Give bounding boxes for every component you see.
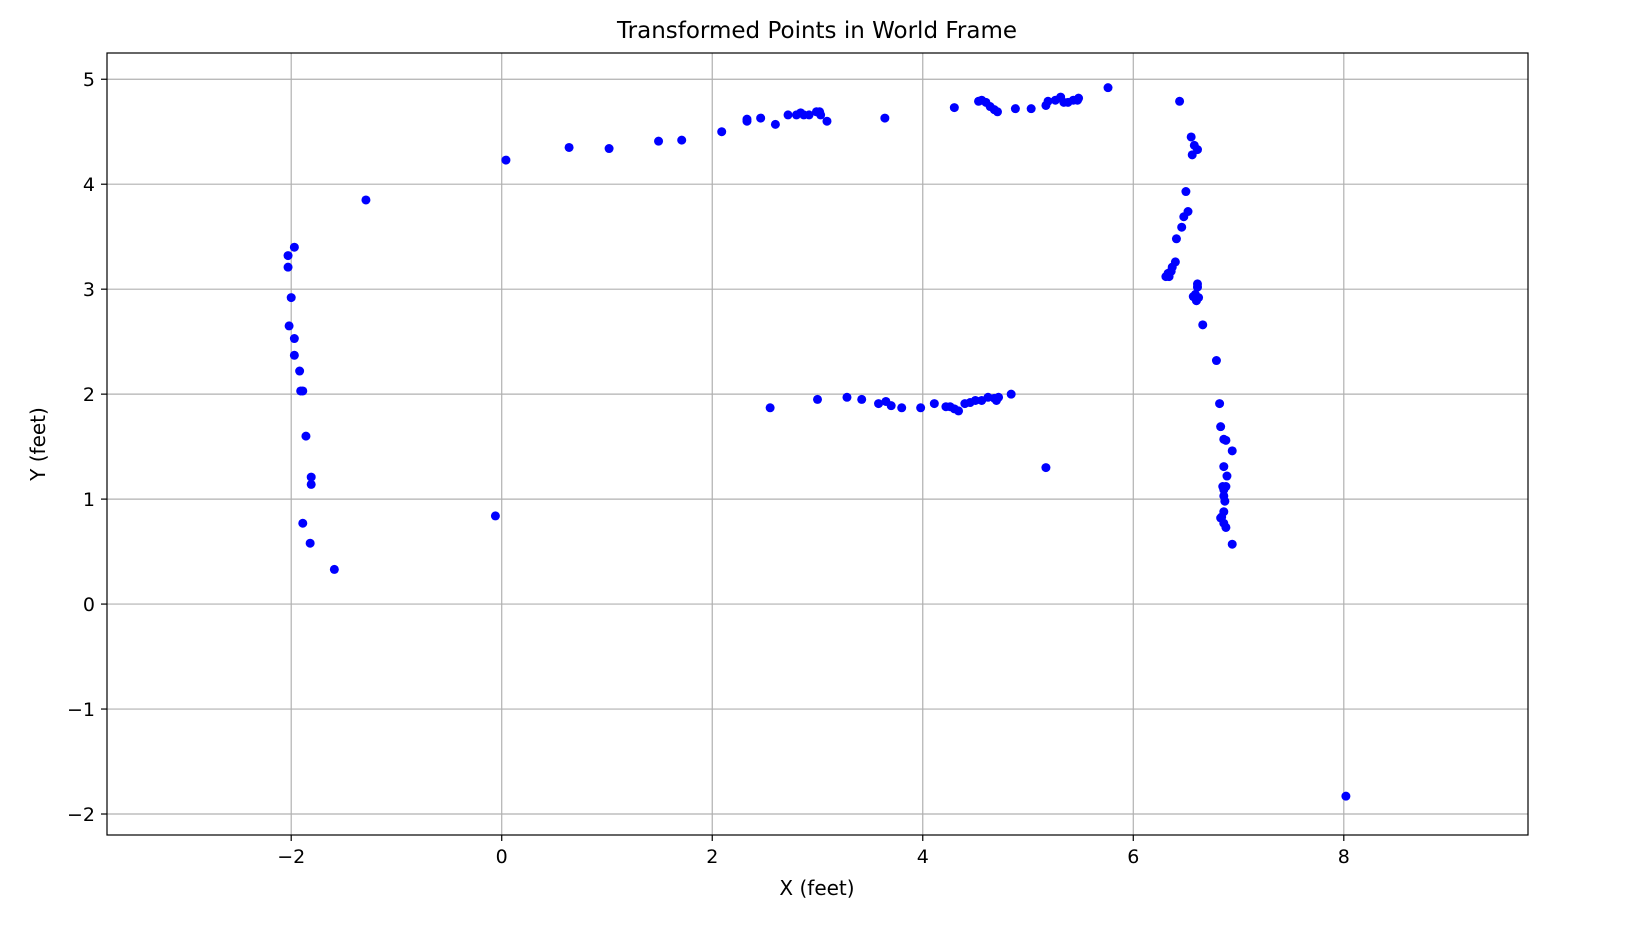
x-tick-label: −2 [277,846,305,868]
data-point [283,262,293,272]
data-point [994,392,1004,402]
data-point [880,113,890,123]
data-point [1041,463,1051,473]
data-point [783,110,793,120]
y-axis-label: Y (feet) [26,407,50,482]
data-point [301,431,311,441]
y-tick-label: 1 [83,489,95,511]
data-point [1187,150,1197,160]
x-tick-label: 2 [706,846,718,868]
data-point [306,479,316,489]
data-point [857,394,867,404]
data-point [1216,422,1226,432]
x-tick-label: 8 [1338,846,1350,868]
data-point [1181,187,1191,197]
data-point [1010,104,1020,114]
data-point [1215,399,1225,409]
data-point [756,113,766,123]
data-point [1227,446,1237,456]
data-point [1219,485,1229,495]
chart-title: Transformed Points in World Frame [616,18,1017,44]
data-point [289,350,299,360]
data-point [490,511,500,521]
data-points [283,83,1351,801]
data-point [286,293,296,303]
data-point [1103,83,1113,93]
data-point [677,135,687,145]
data-point [842,392,852,402]
data-point [949,103,959,113]
data-point [1191,296,1201,306]
data-point [298,518,308,528]
data-point [765,403,775,413]
data-point [295,366,305,376]
y-tick-label: −1 [67,699,95,721]
data-point [1043,96,1053,106]
data-point [1177,222,1187,232]
data-point [1171,234,1181,244]
y-tick-label: −2 [67,804,95,826]
data-point [813,394,822,404]
data-point [954,406,964,416]
data-point [1026,104,1036,114]
y-tick-label: 2 [83,384,95,406]
data-point [1341,791,1351,801]
data-point [1222,471,1232,481]
x-axis-label: X (feet) [779,876,854,900]
x-tick-label: 4 [917,846,929,868]
data-point [298,386,308,396]
data-point [284,321,294,331]
y-tick-label: 4 [83,174,95,196]
data-point [816,110,826,120]
data-point [1198,320,1208,330]
data-point [1220,496,1230,506]
data-point [289,334,299,344]
y-tick-label: 0 [83,594,95,616]
data-point [283,251,293,261]
data-point [1179,212,1189,222]
data-point [501,155,511,165]
data-point [992,107,1002,117]
data-point [289,242,299,252]
data-point [886,401,896,411]
data-point [804,110,814,120]
y-tick-label: 5 [83,69,95,91]
grid [107,53,1528,835]
data-point [329,564,339,574]
data-point [305,538,315,548]
data-point [897,403,907,413]
data-point [1221,435,1231,445]
axis-ticks: −2 0 2 4 6 8 −2 −1 0 1 2 3 4 5 [67,69,1350,868]
data-point [874,399,884,409]
x-tick-label: 0 [496,846,508,868]
data-point [1074,93,1084,103]
data-point [604,144,614,154]
data-point [1175,96,1185,106]
data-point [742,116,752,126]
plot-frame [106,52,1529,836]
y-tick-label: 3 [83,279,95,301]
data-point [717,127,727,137]
x-tick-label: 6 [1127,846,1139,868]
data-point [1227,539,1237,549]
data-point [929,399,939,409]
data-point [1186,132,1196,142]
data-point [1211,356,1221,366]
data-point [770,119,780,129]
data-point [1164,272,1174,282]
data-point [306,472,316,482]
data-point [564,142,574,152]
data-point [1221,522,1231,532]
data-point [654,136,664,146]
data-point [822,116,832,126]
data-point [916,403,926,413]
data-point [1006,389,1016,399]
data-point [1192,282,1202,292]
data-point [361,195,371,205]
data-point [970,395,980,405]
data-point [1219,462,1229,472]
